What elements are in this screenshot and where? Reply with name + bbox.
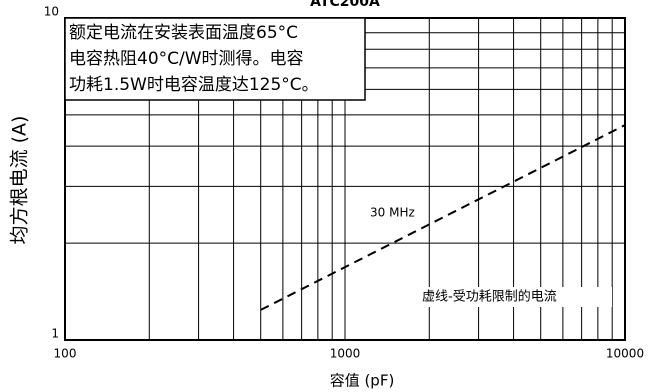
note-box (64, 17, 366, 101)
label-bg (418, 287, 612, 307)
x-tick-label: 10000 (606, 347, 644, 361)
annotation-bg (366, 203, 424, 223)
series-line (260, 124, 626, 311)
series-label: 虚线-受功耗限制的电流 (422, 289, 557, 305)
note-line: 额定电流在安装表面温度65°C (69, 23, 298, 43)
y-tick-label: 10 (44, 5, 59, 19)
note-line: 功耗1.5W时电容温度达125°C。 (69, 75, 319, 95)
y-tick-label: 1 (51, 327, 59, 341)
x-axis-label: 容值 (pF) (330, 372, 395, 390)
annotation: 30 MHz (370, 206, 415, 220)
x-tick-label: 1000 (330, 347, 361, 361)
chart-title: ATC200A (310, 0, 380, 10)
x-tick-label: 100 (54, 347, 77, 361)
y-axis-label: 均方根电流 (A) (9, 116, 31, 245)
note-line: 电容热阻40°C/W时测得。电容 (69, 49, 304, 69)
